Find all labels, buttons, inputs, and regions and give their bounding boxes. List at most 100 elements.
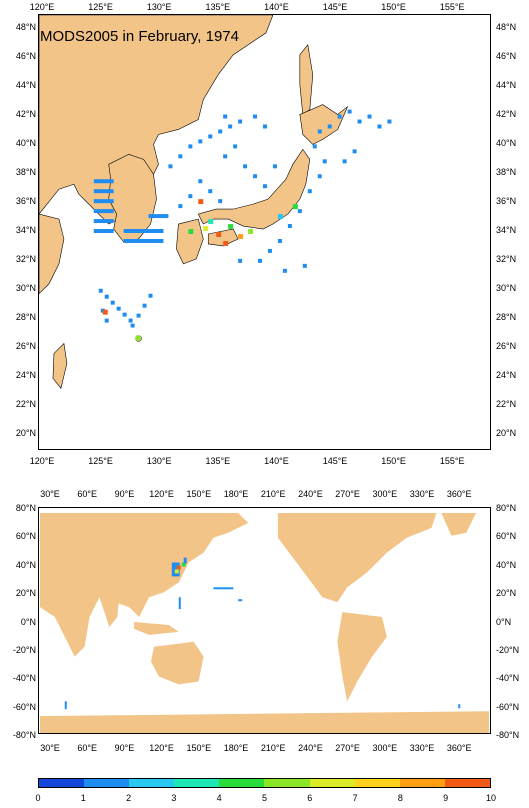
global-map (38, 507, 491, 734)
regional-map-svg (39, 15, 392, 389)
lat-tick-left: 30°N (15, 283, 36, 293)
global-lat-tick-left: -40°N (12, 673, 36, 684)
global-lat-tick-right: 60°N (496, 531, 517, 542)
data-cells-high (102, 199, 298, 341)
lat-tick-right: 34°N (496, 225, 517, 235)
regional-map (38, 14, 491, 450)
global-lat-tick-left: 40°N (15, 559, 36, 570)
lon-tick-top: 140°E (264, 2, 289, 12)
colorbar-label: 10 (485, 793, 496, 803)
colorbar-swatch (444, 779, 490, 787)
global-lon-tick-bottom: 60°E (77, 743, 97, 753)
global-lon-tick-bottom: 330°E (409, 743, 435, 753)
global-lat-tick-left: -60°N (12, 701, 36, 712)
global-lon-tick-top: 180°E (223, 489, 249, 499)
lat-tick-left: 42°N (15, 109, 36, 119)
colorbar-label: 6 (307, 793, 313, 803)
hokkaido (299, 104, 348, 145)
global-lon-tick-top: 30°E (40, 489, 60, 499)
lon-tick-top: 145°E (322, 2, 348, 12)
lon-tick-bottom: 135°E (205, 456, 231, 466)
global-lat-tick-right: -20°N (496, 645, 520, 655)
lat-tick-left: 24°N (15, 370, 36, 380)
global-lon-tick-top: 150°E (186, 489, 212, 499)
china-south-coast (39, 213, 65, 295)
kyushu (176, 218, 204, 265)
global-lon-tick-top: 120°E (149, 489, 174, 499)
india (99, 595, 120, 627)
colorbar (38, 778, 491, 788)
global-lon-tick-bottom: 180°E (223, 743, 249, 753)
global-lon-tick-bottom: 30°E (40, 743, 60, 753)
shikoku (207, 228, 239, 247)
antarctica (39, 711, 490, 733)
lon-tick-top: 130°E (146, 2, 172, 12)
colorbar-label: 3 (171, 793, 177, 803)
lat-tick-right: 26°N (496, 341, 517, 351)
data-cells-sea-of-japan (168, 114, 277, 209)
global-lon-tick-bottom: 210°E (260, 743, 286, 753)
colorbar-swatch (264, 779, 310, 787)
colorbar-label: 0 (35, 793, 41, 803)
data-cells-ryukyu (98, 288, 153, 328)
global-lat-tick-left: 80°N (15, 503, 36, 513)
global-lon-tick-top: 330°E (409, 489, 435, 499)
global-lon-tick-bottom: 240°E (298, 743, 323, 753)
lat-tick-right: 44°N (496, 80, 517, 90)
lat-tick-left: 44°N (15, 80, 36, 90)
eurasia-africa (39, 512, 249, 657)
global-lat-tick-left: -80°N (12, 730, 36, 741)
global-lon-tick-top: 300°E (372, 489, 398, 499)
global-lon-tick-bottom: 300°E (372, 743, 398, 753)
lat-tick-right: 36°N (496, 196, 517, 206)
global-lon-tick-top: 240°E (298, 489, 323, 499)
colorbar-swatch (219, 779, 265, 787)
lat-tick-left: 28°N (15, 312, 36, 322)
lat-tick-left: 20°N (15, 428, 36, 438)
global-lat-tick-right: 40°N (496, 559, 517, 570)
global-lat-tick-right: -60°N (496, 701, 520, 712)
global-lat-tick-right: -40°N (496, 673, 520, 684)
colorbar-swatch (174, 779, 220, 787)
lat-tick-right: 20°N (496, 428, 517, 438)
global-lon-tick-top: 60°E (77, 489, 97, 499)
global-map-svg (39, 512, 490, 733)
lat-tick-right: 40°N (496, 138, 517, 148)
colorbar-label: 1 (80, 793, 86, 803)
global-lon-tick-top: 90°E (114, 489, 135, 499)
taiwan (52, 342, 68, 389)
lon-tick-bottom: 120°E (29, 456, 55, 466)
lon-tick-bottom: 125°E (88, 456, 113, 466)
colorbar-label: 9 (443, 793, 449, 803)
lat-tick-left: 36°N (15, 196, 36, 206)
lon-tick-top: 135°E (205, 2, 231, 12)
greenland (441, 512, 477, 536)
global-lon-tick-bottom: 150°E (186, 743, 212, 753)
lat-tick-left: 32°N (15, 254, 36, 264)
lat-tick-left: 48°N (15, 22, 36, 32)
global-lon-tick-bottom: 270°E (335, 743, 360, 753)
lat-tick-right: 30°N (496, 283, 517, 293)
lat-tick-right: 38°N (496, 167, 517, 177)
global-lon-tick-top: 270°E (335, 489, 360, 499)
global-lon-tick-top: 360°E (446, 489, 472, 499)
lat-tick-left: 34°N (15, 225, 36, 235)
colorbar-swatch (39, 779, 85, 787)
lon-tick-top: 155°E (439, 2, 465, 12)
lat-tick-right: 42°N (496, 109, 517, 119)
korea-peninsula (108, 154, 157, 243)
data-cells-pacific (238, 109, 392, 273)
colorbar-label: 8 (397, 793, 403, 803)
colorbar-swatch (129, 779, 175, 787)
lat-tick-left: 40°N (15, 138, 36, 148)
global-lat-tick-left: 60°N (15, 531, 36, 542)
lat-tick-left: 38°N (15, 167, 36, 177)
colorbar-label: 2 (126, 793, 132, 803)
map-title: MODS2005 in February, 1974 (40, 28, 239, 45)
lon-tick-bottom: 130°E (146, 456, 172, 466)
lat-tick-left: 46°N (15, 51, 36, 61)
lon-tick-bottom: 155°E (439, 456, 465, 466)
lon-tick-top: 150°E (381, 2, 406, 12)
global-lat-tick-left: 20°N (15, 588, 36, 599)
south-america (337, 612, 387, 702)
